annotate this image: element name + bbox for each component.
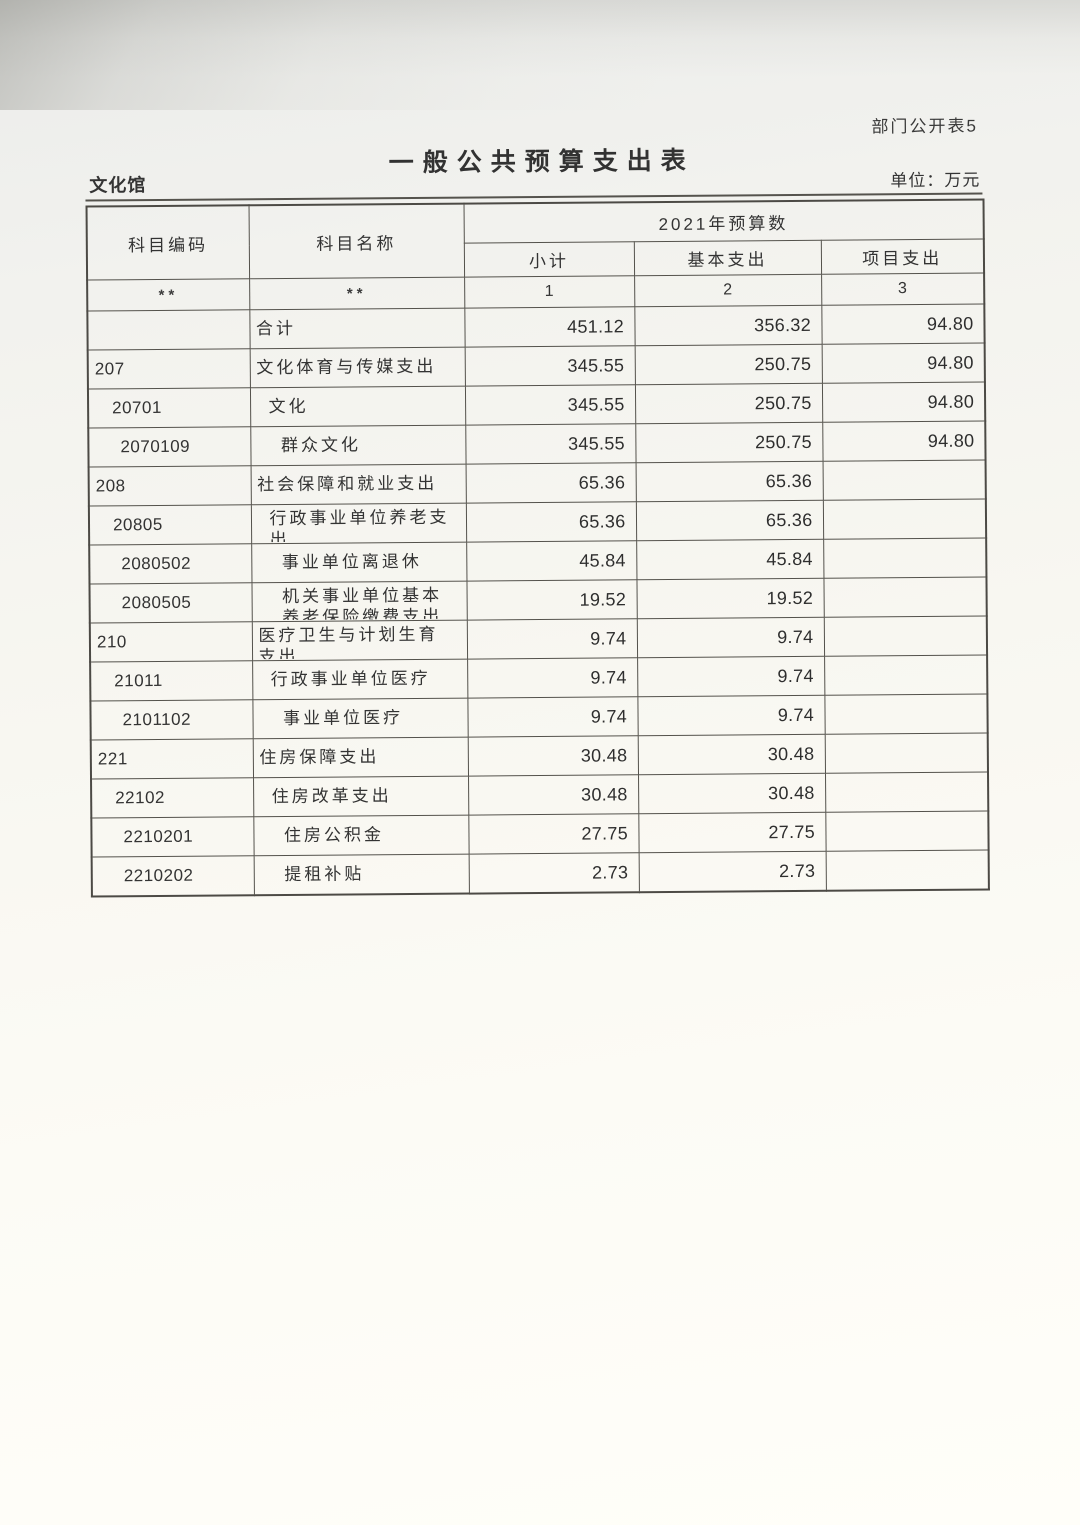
cell-basic: 250.75	[634, 344, 822, 385]
cell-subtotal: 65.36	[465, 501, 637, 543]
cell-subtotal: 45.84	[466, 540, 637, 582]
cell-code: 21011	[90, 660, 253, 702]
cell-project	[822, 459, 986, 501]
header-year-group: 2021年预算数	[463, 199, 984, 244]
cell-name: 事业单位医疗	[252, 698, 468, 739]
cell-basic: 9.74	[637, 656, 825, 697]
cell-code: 22102	[91, 777, 254, 819]
cell-name: 行政事业单位养老支出	[250, 503, 467, 544]
cell-code: 2070109	[88, 426, 251, 468]
cell-code: 2101102	[90, 699, 253, 741]
cell-name: 行政事业单位医疗	[252, 659, 468, 700]
cell-subtotal: 9.74	[467, 657, 638, 699]
cell-project	[823, 615, 988, 657]
cell-subtotal: 19.52	[466, 579, 637, 621]
cell-name: 提租补贴	[253, 854, 469, 896]
cell-project	[824, 654, 988, 696]
cell-name: 文化体育与传媒支出	[249, 347, 465, 388]
cell-project: 94.80	[822, 420, 986, 462]
cell-basic: 27.75	[638, 812, 826, 853]
cell-subtotal: 9.74	[467, 696, 638, 738]
cell-name: 社会保障和就业支出	[250, 464, 466, 505]
cell-project: 94.80	[821, 304, 985, 345]
cell-subtotal: 27.75	[468, 813, 639, 855]
cell-code: 20701	[87, 387, 251, 429]
cell-project	[822, 498, 987, 540]
cell-basic: 2.73	[638, 851, 826, 893]
cell-basic: 65.36	[635, 461, 823, 502]
cell-subtotal: 2.73	[468, 852, 639, 894]
cell-code: 208	[88, 465, 251, 507]
cell-code: 2210202	[91, 855, 254, 897]
name-mark: **	[249, 277, 465, 310]
cell-name: 住房改革支出	[253, 776, 469, 817]
cell-subtotal: 9.74	[466, 618, 638, 660]
cell-code: 20805	[88, 504, 252, 546]
cell-basic: 65.36	[635, 500, 824, 541]
cell-project: 94.80	[821, 343, 985, 384]
cell-subtotal: 451.12	[464, 306, 635, 348]
table-row: 2210202 提租补贴 2.73 2.73	[91, 849, 989, 897]
cell-code	[87, 309, 250, 351]
column-number-basic: 2	[634, 274, 822, 307]
cell-name: 住房保障支出	[252, 737, 469, 778]
cell-basic: 9.74	[636, 617, 825, 658]
cell-basic: 30.48	[638, 773, 826, 814]
cell-name: 住房公积金	[253, 815, 469, 856]
cell-project	[824, 771, 989, 813]
cell-code: 2210201	[91, 816, 254, 858]
cell-basic: 19.52	[636, 578, 824, 619]
header-project: 项目支出	[820, 239, 985, 275]
cell-subtotal: 65.36	[465, 462, 636, 504]
cell-name: 合计	[249, 308, 465, 349]
cell-project	[825, 849, 989, 891]
cell-project	[825, 810, 989, 852]
budget-table: 科目编码 科目名称 2021年预算数 小计 基本支出 项目支出 ** ** 1 …	[85, 198, 990, 898]
cell-subtotal: 345.55	[465, 423, 636, 465]
cell-subtotal: 30.48	[467, 735, 639, 777]
cell-code: 207	[87, 348, 250, 390]
cell-name: 医疗卫生与计划生育支出	[251, 620, 468, 661]
cell-code: 2080505	[89, 582, 252, 624]
cell-subtotal: 345.55	[464, 384, 636, 426]
cell-basic: 250.75	[634, 383, 823, 424]
cell-basic: 45.84	[636, 539, 824, 580]
code-mark: **	[87, 278, 250, 312]
column-number-subtotal: 1	[464, 275, 635, 309]
cell-subtotal: 345.55	[464, 345, 635, 387]
header-code: 科目编码	[86, 205, 250, 281]
cell-name: 群众文化	[250, 425, 466, 466]
cell-subtotal: 30.48	[468, 774, 639, 816]
cell-basic: 30.48	[637, 734, 825, 775]
cell-name: 事业单位离退休	[251, 542, 467, 583]
cell-code: 2080502	[89, 543, 252, 585]
cell-project: 94.80	[821, 382, 986, 423]
cell-project	[823, 576, 987, 618]
cell-basic: 9.74	[637, 695, 825, 736]
cell-code: 221	[90, 738, 254, 780]
cell-code: 210	[89, 621, 253, 663]
cell-name: 机关事业单位基本养老保险缴费支出	[251, 581, 467, 622]
table-body: 合计 451.12 356.32 94.80 207 文化体育与传媒支出 345…	[87, 304, 989, 897]
cell-name: 文化	[249, 386, 466, 427]
unit-label: 单位：万元	[890, 170, 981, 191]
cell-basic: 356.32	[634, 305, 822, 346]
cell-project	[824, 693, 988, 735]
cell-basic: 250.75	[635, 422, 823, 463]
corner-label: 部门公开表5	[871, 116, 978, 137]
cell-project	[823, 537, 987, 579]
column-number-project: 3	[821, 273, 985, 306]
meta-row: 文化馆 单位：万元	[85, 162, 983, 202]
header-subtotal: 小计	[463, 241, 635, 278]
org-name: 文化馆	[89, 175, 147, 196]
header-basic: 基本支出	[633, 240, 822, 276]
cell-project	[824, 732, 989, 774]
header-name: 科目名称	[248, 203, 465, 279]
